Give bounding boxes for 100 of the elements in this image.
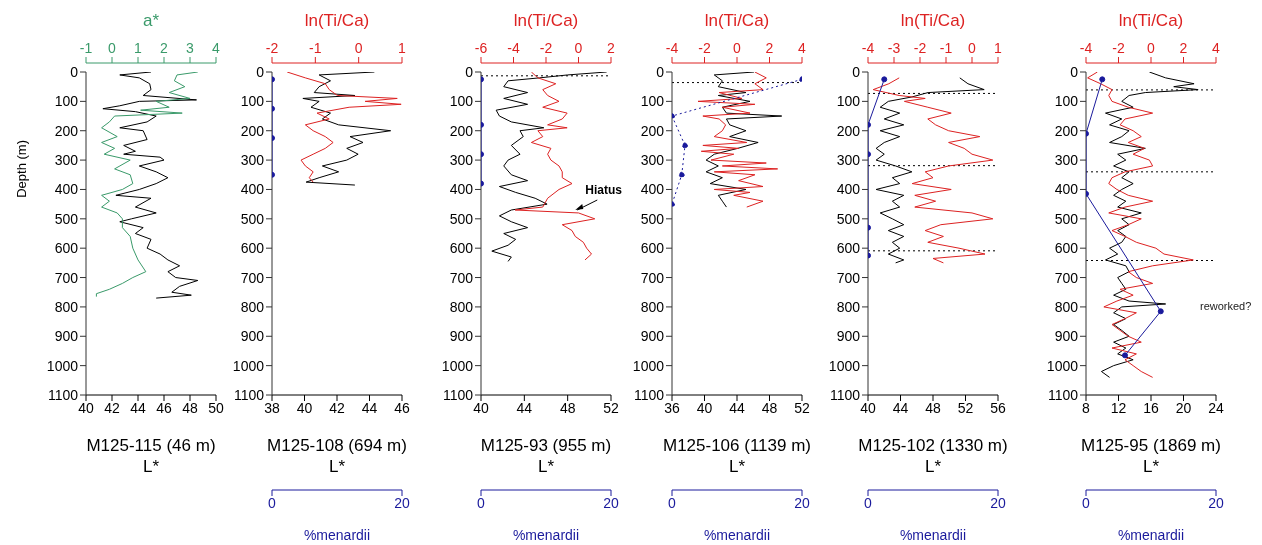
x-axis-title: L* (328, 457, 346, 476)
x-tick-label: 40 (296, 399, 313, 416)
x-axis-title: %menardii (512, 527, 580, 543)
y-tick-label: 600 (449, 240, 474, 257)
text: M125-93 (955 m) (480, 436, 612, 455)
x-tick-label: 56 (990, 399, 1006, 416)
y-tick-label: 0 (852, 63, 861, 80)
y-tick-label: 600 (240, 240, 265, 257)
x-tick-label: 40 (696, 399, 713, 416)
x2-tick-label: -2 (265, 40, 279, 56)
x2-tick-label: 0 (574, 40, 583, 56)
x-tick-label: 40 (78, 399, 94, 416)
x2-tick-label: 2 (160, 40, 169, 56)
x2-tick-label: 0 (968, 40, 977, 56)
y-tick-label: 1000 (1046, 357, 1079, 374)
y-tick-label: 300 (1054, 152, 1079, 169)
x2-tick-label: -4 (507, 40, 520, 56)
x-tick-label: 44 (516, 399, 533, 416)
x2-tick-label: -2 (539, 40, 553, 56)
x-axis-title: L* (728, 457, 746, 476)
y-tick-label: 0 (256, 63, 265, 80)
x-axis-title: %menardii (899, 527, 967, 543)
x2-axis-title: ln(Ti/Ca) (900, 11, 966, 30)
y-tick-label: 0 (656, 63, 665, 80)
x2-tick-label: -4 (1079, 40, 1093, 56)
y-tick-label: 300 (54, 152, 79, 169)
x-tick-label: 36 (664, 399, 680, 416)
y-tick-label: 900 (836, 328, 861, 345)
y-tick-label: 400 (836, 181, 861, 198)
y-tick-label: 400 (240, 181, 265, 198)
y-tick-label: 1000 (632, 357, 665, 374)
x2-tick-label: 2 (607, 40, 616, 56)
x2-tick-label: 2 (765, 40, 774, 56)
y-tick-label: 900 (1054, 328, 1079, 345)
y-tick-label: 500 (1054, 210, 1079, 227)
y-tick-label: 100 (449, 93, 474, 110)
y-tick-label: 800 (449, 298, 474, 315)
text: M125-115 (46 m) (86, 436, 216, 455)
y-tick-label: 1100 (633, 386, 665, 403)
x2-tick-label: -6 (474, 40, 488, 56)
y-tick-label: 700 (54, 269, 79, 286)
x-tick-label: 52 (794, 399, 810, 416)
y-tick-label: 0 (1070, 63, 1079, 80)
y-tick-label: 300 (836, 152, 861, 169)
x-tick-label: 24 (1208, 399, 1224, 416)
x2-tick-label: 1 (398, 40, 407, 56)
text: M125-106 (1139 m) (662, 436, 812, 455)
y-tick-label: 100 (54, 93, 79, 110)
x2-tick-label: 0 (108, 40, 117, 56)
x-tick-label: 0 (477, 494, 486, 511)
y-tick-label: 300 (449, 152, 474, 169)
x2-tick-label: 0 (354, 40, 363, 56)
x-tick-label: 20 (990, 494, 1006, 511)
x2-axis-title: ln(Ti/Ca) (304, 11, 370, 30)
y-tick-label: 400 (449, 181, 474, 198)
x-tick-label: 50 (208, 399, 224, 416)
x-tick-label: 52 (957, 399, 974, 416)
x2-axis-title: a* (142, 11, 160, 30)
x-axis-title: L* (142, 457, 160, 476)
y-tick-label: 500 (240, 210, 265, 227)
x-tick-label: 42 (329, 399, 345, 416)
x2-tick-label: -3 (887, 40, 901, 56)
y-tick-label: 200 (54, 122, 79, 139)
y-tick-label: 100 (836, 93, 861, 110)
x-tick-label: 42 (104, 399, 120, 416)
y-tick-label: 500 (836, 210, 861, 227)
y-tick-label: 900 (449, 328, 474, 345)
y-tick-label: 1100 (1047, 386, 1079, 403)
x2-tick-label: 0 (733, 40, 742, 56)
text: M125-102 (1330 m) (858, 436, 1008, 455)
x-tick-label: 0 (268, 494, 277, 511)
x2-tick-label: -2 (698, 40, 711, 56)
x-tick-label: 16 (1143, 399, 1159, 416)
y-tick-label: 600 (836, 240, 861, 257)
y-tick-label: 1000 (46, 357, 79, 374)
x-axis-title: %menardii (1117, 527, 1185, 543)
y-tick-label: 500 (640, 210, 665, 227)
x-axis-title: L* (537, 457, 555, 476)
y-tick-label: 500 (54, 210, 79, 227)
y-tick-label: 100 (240, 93, 265, 110)
x-tick-label: 0 (668, 494, 677, 511)
y-tick-label: 600 (640, 240, 665, 257)
x-tick-label: 46 (394, 399, 410, 416)
y-tick-label: 200 (240, 122, 265, 139)
y-tick-label: 700 (449, 269, 474, 286)
y-tick-label: 800 (240, 298, 265, 315)
y-tick-label: 200 (1054, 122, 1079, 139)
x2-tick-label: 1 (994, 40, 1003, 56)
x2-tick-label: -1 (939, 40, 953, 56)
y-tick-label: 700 (240, 269, 265, 286)
x-tick-label: 12 (1110, 399, 1127, 416)
text: M125-95 (1869 m) (1081, 436, 1221, 455)
x-tick-label: 44 (729, 399, 745, 416)
x2-tick-label: -2 (913, 40, 927, 56)
x2-tick-label: 4 (1212, 40, 1221, 56)
y-tick-label: 100 (1054, 93, 1079, 110)
y-tick-label: 300 (240, 152, 265, 169)
x-axis-title: L* (924, 457, 942, 476)
y-tick-label: 100 (640, 93, 665, 110)
x-tick-label: 48 (925, 399, 941, 416)
